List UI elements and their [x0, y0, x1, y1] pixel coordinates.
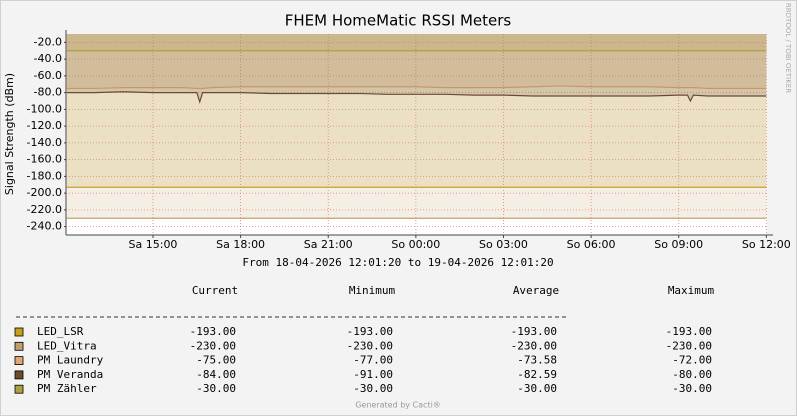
stat-value: -82.59 — [517, 368, 557, 381]
stat-value: -30.00 — [517, 382, 557, 395]
stat-value: -193.00 — [511, 325, 557, 338]
stat-value: -77.00 — [353, 354, 393, 367]
stat-value: -84.00 — [196, 368, 236, 381]
stat-value: -230.00 — [666, 339, 712, 352]
legend-label: PM Laundry — [37, 354, 104, 367]
stat-value: -193.00 — [666, 325, 712, 338]
column-header: Average — [513, 284, 559, 297]
y-tick-label: -80.0 — [34, 86, 62, 99]
series-line — [66, 85, 767, 90]
stat-value: -30.00 — [196, 382, 236, 395]
y-tick-label: -120.0 — [27, 119, 62, 132]
y-tick-label: -240.0 — [27, 220, 62, 233]
y-tick-label: -220.0 — [27, 203, 62, 216]
legend-swatch — [14, 341, 24, 351]
plot-background — [66, 34, 767, 235]
x-tick-label: So 06:00 — [567, 238, 616, 251]
y-tick-label: -100.0 — [27, 102, 62, 115]
y-tick-label: -40.0 — [34, 52, 62, 65]
series-area — [66, 34, 767, 219]
stat-value: -230.00 — [511, 339, 557, 352]
legend-label: PM Veranda — [37, 368, 103, 381]
footer: Generated by Cacti® — [355, 401, 441, 410]
stat-value: -30.00 — [353, 382, 393, 395]
x-tick-label: Sa 18:00 — [216, 238, 265, 251]
x-tick-label: So 12:00 — [742, 238, 791, 251]
chart-title: FHEM HomeMatic RSSI Meters — [285, 12, 512, 30]
y-tick-label: -60.0 — [34, 69, 62, 82]
legend-swatch — [14, 356, 24, 366]
legend-label: LED_Vitra — [37, 339, 97, 352]
legend-swatch — [14, 327, 24, 337]
series-area — [66, 34, 767, 188]
x-tick-label: Sa 15:00 — [129, 238, 178, 251]
series-area — [66, 34, 767, 51]
legend-label: PM Zähler — [37, 382, 97, 395]
stat-value: -230.00 — [347, 339, 393, 352]
stat-value: -75.00 — [196, 354, 236, 367]
x-tick-label: So 00:00 — [391, 238, 440, 251]
y-tick-label: -20.0 — [34, 35, 62, 48]
stat-value: -193.00 — [190, 325, 236, 338]
column-header: Minimum — [349, 284, 396, 297]
y-tick-label: -160.0 — [27, 153, 62, 166]
stat-value: -30.00 — [672, 382, 712, 395]
stat-value: -73.58 — [517, 354, 557, 367]
y-tick-label: -180.0 — [27, 169, 62, 182]
stat-value: -230.00 — [190, 339, 236, 352]
x-tick-label: So 09:00 — [654, 238, 703, 251]
y-tick-label: -200.0 — [27, 186, 62, 199]
stat-value: -80.00 — [672, 368, 712, 381]
legend-swatch — [14, 384, 24, 394]
column-header: Maximum — [668, 284, 715, 297]
subtitle: From 18-04-2026 12:01:20 to 19-04-2026 1… — [242, 256, 553, 269]
legend-label: LED_LSR — [37, 325, 84, 338]
side-text: RRDTOOL / TOBI OETIKER — [784, 3, 792, 93]
stat-value: -91.00 — [353, 368, 393, 381]
y-tick-label: -140.0 — [27, 136, 62, 149]
legend-swatch — [14, 370, 24, 380]
x-tick-label: Sa 21:00 — [304, 238, 353, 251]
stat-value: -72.00 — [672, 354, 712, 367]
series-line — [66, 91, 767, 104]
stat-value: -193.00 — [347, 325, 393, 338]
series-area — [66, 34, 767, 89]
y-axis-label: Signal Strength (dBm) — [3, 73, 16, 195]
x-tick-label: So 03:00 — [479, 238, 528, 251]
column-header: Current — [192, 284, 238, 297]
